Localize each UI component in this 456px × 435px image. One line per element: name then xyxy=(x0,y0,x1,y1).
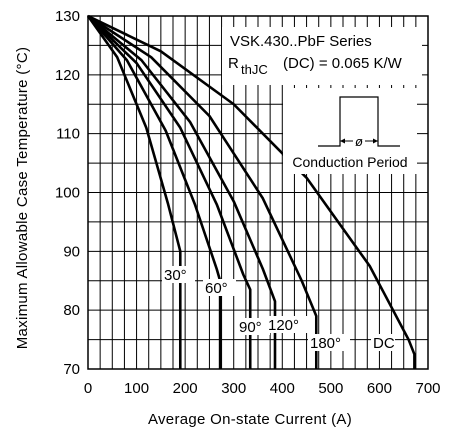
series-line xyxy=(87,14,277,369)
series-label-background xyxy=(266,316,308,333)
series-label-background xyxy=(203,279,236,296)
series-label: DC xyxy=(373,335,395,352)
series-label: 60° xyxy=(205,280,228,297)
annotation-box: VSK.430..PbF Series R thJC (DC) = 0.065 … xyxy=(222,27,422,85)
rthjc-subscript-text: thJC xyxy=(241,62,268,77)
x-tick-label: 200 xyxy=(173,380,198,397)
series-label-background xyxy=(371,334,395,351)
y-tick-label: 110 xyxy=(56,126,80,143)
y-tick-label: 130 xyxy=(55,8,80,25)
x-tick-labels: 0 100 200 300 400 500 600 700 xyxy=(84,380,441,397)
x-tick-label: 700 xyxy=(415,380,440,397)
rthjc-prefix-text: R xyxy=(228,55,239,72)
conduction-inset: ø Conduction Period xyxy=(283,88,417,174)
y-tick-label: 100 xyxy=(55,185,80,202)
x-tick-label: 0 xyxy=(84,380,92,397)
phi-background xyxy=(353,134,365,146)
y-axis-label: Maximum Allowable Case Temperature (°C) xyxy=(14,47,31,350)
x-tick-label: 300 xyxy=(221,380,246,397)
series-label: 90° xyxy=(239,319,262,336)
series-label: 30° xyxy=(164,267,187,284)
series-label: 180° xyxy=(310,335,341,352)
conduction-period-label: Conduction Period xyxy=(292,154,407,170)
plot-frame xyxy=(87,15,429,370)
series-line xyxy=(87,14,318,369)
pulse-waveform xyxy=(318,96,400,147)
series-label-background xyxy=(308,334,350,351)
y-tick-label: 120 xyxy=(55,67,80,84)
series-title-text: VSK.430..PbF Series xyxy=(230,33,372,50)
x-tick-label: 400 xyxy=(270,380,295,397)
annotation-background xyxy=(222,27,422,85)
inset-background xyxy=(283,88,417,174)
x-tick-label: 600 xyxy=(367,380,392,397)
y-tick-label: 70 xyxy=(63,361,80,378)
series-label-background xyxy=(237,318,270,335)
y-tick-label: 90 xyxy=(63,243,80,260)
x-tick-label: 500 xyxy=(318,380,343,397)
phi-symbol: ø xyxy=(355,134,363,149)
rthjc-value-text: (DC) = 0.065 K/W xyxy=(283,55,403,72)
series-label: 120° xyxy=(268,317,299,334)
period-arrow-left-head xyxy=(340,138,345,144)
series-labels: 30° 60° 90° 120° 180° DC xyxy=(162,266,395,352)
x-tick-label: 100 xyxy=(124,380,149,397)
y-tick-labels: 70 80 90 100 110 120 130 xyxy=(55,8,80,378)
y-tick-label: 80 xyxy=(63,302,80,319)
series-label-background xyxy=(162,266,195,283)
series-line xyxy=(87,14,416,369)
series-line xyxy=(87,15,252,369)
x-axis-label: Average On-state Current (A) xyxy=(148,411,352,428)
period-arrow-right-head xyxy=(373,138,378,144)
